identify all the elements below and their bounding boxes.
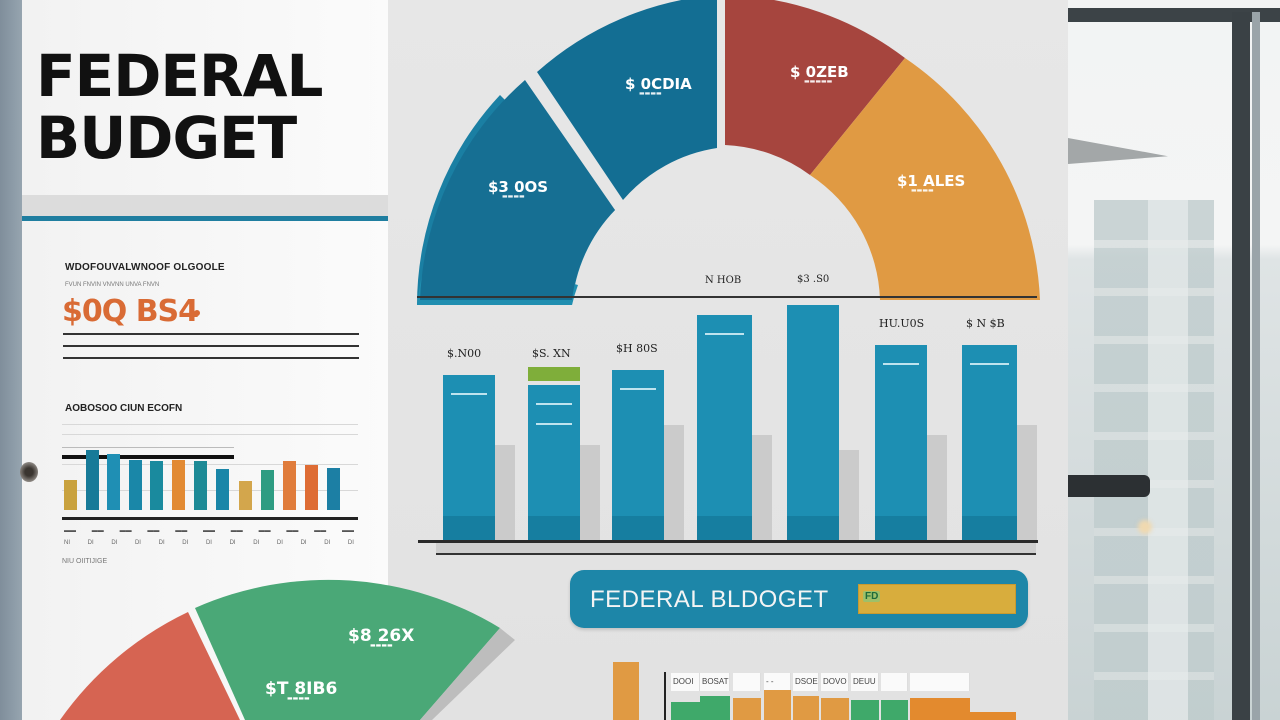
- gauge-annotation: N HOB: [705, 275, 742, 286]
- mini-chart-labels: ▬▬ ▬▬ ▬▬ ▬▬ ▬▬ ▬▬ ▬▬ ▬▬ ▬▬ ▬▬ ▬▬: [64, 528, 354, 534]
- bottom-chart-cell: DOVO: [821, 673, 849, 691]
- bar-data-label: $ N $B: [966, 317, 1005, 330]
- bottom-chart-bar: [700, 696, 730, 720]
- gauge2-label-coral: $T 8IB6 ▬▬▬▬: [265, 679, 338, 702]
- window-frame-edge: [1252, 12, 1260, 720]
- mini-bar: [107, 454, 120, 510]
- window-frame-top: [1066, 8, 1280, 22]
- title-line-2: BUDGET: [36, 104, 297, 172]
- section2-footer: NIU OIITIJIGE: [62, 558, 108, 565]
- wall-mount-knob: [20, 462, 38, 482]
- mini-bar: [194, 461, 207, 510]
- bottom-chart-bar: [851, 700, 879, 720]
- mini-bar: [305, 465, 318, 510]
- gauge-label-d: $1 ALES ▬▬▬▬: [897, 172, 966, 194]
- bottom-chart-bar: [733, 698, 761, 720]
- bottom-chart-cell: DOOI: [671, 673, 700, 691]
- gauge-label-b: $ 0CDIA ▬▬▬▬: [625, 75, 692, 97]
- mini-bar: [261, 470, 274, 510]
- bar-chart-floor: [436, 543, 1036, 555]
- bottom-chart-side-bar: [613, 662, 639, 720]
- banner-badge: FD: [863, 591, 881, 602]
- grid-line-dark: [62, 455, 234, 459]
- title-line-1: FEDERAL: [36, 42, 324, 110]
- grid-line: [62, 447, 234, 448]
- secondary-bar: [491, 445, 515, 540]
- primary-bar: [962, 345, 1017, 540]
- gauge2-label-green: $8 26X ▬▬▬▬: [348, 626, 415, 649]
- mini-bar: [283, 461, 296, 510]
- secondary-bar: [923, 435, 947, 540]
- grid-line: [62, 490, 358, 491]
- secondary-bar: [660, 425, 684, 540]
- bar-data-label: HU.U0S: [879, 317, 925, 330]
- window-frame-vertical: [1232, 12, 1250, 720]
- bottom-chart-cell: [733, 673, 761, 691]
- background-light: [1138, 520, 1152, 534]
- title-accent-line: [22, 216, 388, 221]
- bottom-chart-cell: [881, 673, 908, 691]
- gauge-baseline: [417, 296, 1037, 298]
- bottom-chart-cell: - -: [764, 673, 791, 691]
- grid-line: [62, 424, 358, 425]
- bottom-chart-bar: [881, 700, 908, 720]
- gauge-annotation: $3 .S0: [797, 274, 830, 285]
- bottom-chart-cell: [910, 673, 970, 691]
- grid-line: [62, 434, 358, 435]
- bottom-chart-bar: [821, 698, 849, 720]
- mini-chart-sublabels: NI DI DI DI DI DI DI DI DI DI DI DI DI: [64, 540, 354, 546]
- mini-bar: [150, 461, 163, 510]
- primary-bar: [875, 345, 927, 540]
- primary-bar: [528, 367, 580, 540]
- mini-bar: [216, 469, 229, 510]
- background-building-column: [1148, 200, 1188, 720]
- bar-data-label: $S. XN: [532, 347, 571, 360]
- divider-line: [63, 345, 359, 347]
- banner-highlight-field: FD: [858, 584, 1016, 614]
- divider-line: [63, 357, 359, 359]
- secondary-bar: [1013, 425, 1037, 540]
- bottom-chart-bar: [793, 696, 819, 720]
- section1-heading: WDOFOUVALWNOOF OLGOOLE: [65, 262, 225, 273]
- mini-bar: [86, 450, 99, 510]
- section1-caption: FVUN FNVIN VNVNN UNVA FNVN: [65, 282, 160, 288]
- mini-chart-baseline: [62, 517, 358, 520]
- bottom-chart-cell: DEUU: [851, 673, 879, 691]
- bottom-chart-cell: BOSAT: [700, 673, 730, 691]
- mini-bar: [327, 468, 340, 510]
- primary-bar: [787, 305, 839, 540]
- bottom-chart-bar: [764, 690, 791, 720]
- secondary-bar: [748, 435, 772, 540]
- section2-heading: AOBOSOO CIUN ECOFN: [65, 403, 183, 414]
- mini-bar: [172, 460, 185, 510]
- background-shelf: [1068, 475, 1150, 497]
- bottom-chart-bar: [910, 698, 970, 720]
- primary-bar: [697, 315, 752, 540]
- federal-budget-banner: FEDERAL BLDOGET FD: [570, 570, 1028, 628]
- bottom-chart-cell: DSOE: [793, 673, 819, 691]
- bottom-chart-bar: [671, 702, 700, 720]
- primary-bar: [443, 375, 495, 540]
- value-dot: [194, 310, 200, 316]
- bottom-chart-bar: [970, 712, 1016, 720]
- bottom-chart-axis: [664, 672, 666, 720]
- grid-line: [62, 464, 358, 465]
- gauge-label-c: $ 0ZEB ▬▬▬▬▬: [790, 63, 849, 85]
- mini-bar: [239, 481, 252, 510]
- mini-bar: [129, 460, 142, 510]
- banner-title: FEDERAL BLDOGET: [590, 586, 829, 613]
- section1-value: $0Q BS4: [62, 294, 199, 329]
- gauge-label-a: $3 0OS ▬▬▬▬: [488, 178, 549, 200]
- title-underbar: [22, 195, 388, 217]
- primary-bar: [612, 370, 664, 540]
- bar-data-label: $H 80S: [616, 342, 658, 355]
- secondary-bar: [835, 450, 859, 540]
- poster-title: FEDERAL BUDGET: [36, 42, 324, 172]
- secondary-bar: [576, 445, 600, 540]
- bar-data-label: $.N00: [447, 347, 482, 360]
- bar-chart-baseline: [418, 540, 1038, 543]
- divider-line: [63, 333, 359, 335]
- mini-bar-chart: [62, 410, 358, 520]
- mini-bar: [64, 480, 77, 510]
